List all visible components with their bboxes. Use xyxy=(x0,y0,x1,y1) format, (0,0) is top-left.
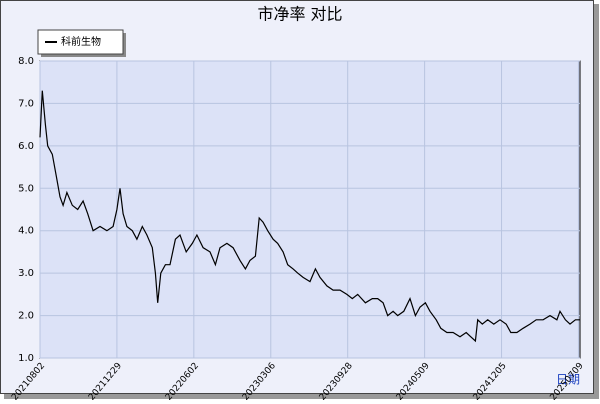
y-tick-label: 6.0 xyxy=(18,141,34,152)
plot-area xyxy=(39,60,581,359)
legend-label: 科前生物 xyxy=(61,35,101,48)
y-tick-label: 7.0 xyxy=(18,98,34,109)
y-tick-label: 1.0 xyxy=(18,353,34,364)
data-line xyxy=(39,90,580,343)
y-tick-label: 5.0 xyxy=(18,183,34,194)
chart-title: 市净率 对比 xyxy=(257,5,342,24)
frame-shadow xyxy=(594,4,599,399)
y-tick-label: 2.0 xyxy=(18,311,34,322)
y-tick-label: 4.0 xyxy=(18,226,34,237)
x-axis-label: 日期 xyxy=(556,373,580,387)
y-tick-label: 8.0 xyxy=(18,56,34,67)
frame-shadow xyxy=(4,394,599,399)
y-tick-label: 3.0 xyxy=(18,268,34,279)
